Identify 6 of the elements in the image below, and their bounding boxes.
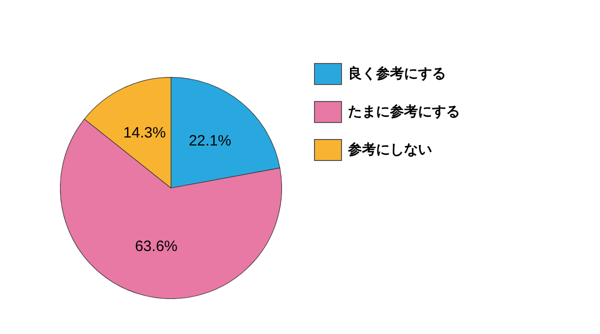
- data-label: 63.6%: [134, 238, 178, 256]
- legend-label: たまに参考にする: [348, 103, 460, 121]
- data-label: 22.1%: [188, 132, 232, 150]
- data-label: 14.3%: [123, 124, 166, 142]
- legend-label: 参考にしない: [348, 141, 432, 159]
- legend-label: 良く参考にする: [348, 65, 446, 83]
